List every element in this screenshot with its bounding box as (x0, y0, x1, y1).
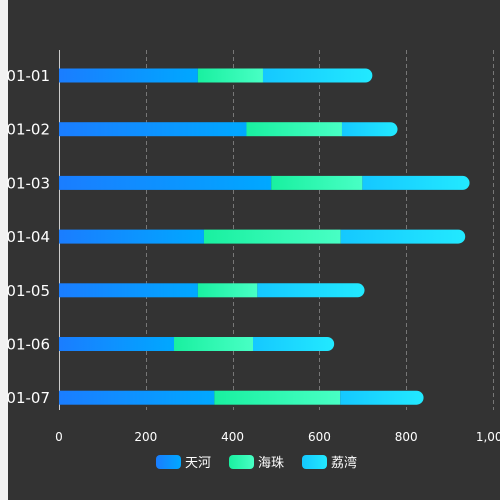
legend-item-2[interactable]: 荔湾 (302, 455, 357, 471)
bar-01-05-series-2[interactable] (257, 283, 365, 298)
bar-01-06-series-0[interactable] (59, 337, 175, 351)
x-axis-tick-label: 200 (134, 430, 157, 444)
bar-01-06-series-2[interactable] (252, 337, 335, 351)
x-axis-tick-label: 0 (55, 430, 63, 444)
bar-01-05-series-1[interactable] (197, 283, 258, 298)
y-axis-label: 01-04 (6, 228, 50, 246)
legend-swatch (302, 455, 327, 469)
x-axis-labels: 0 200 400 600 800 1,000 (55, 430, 500, 444)
bar-01-04-series-0[interactable] (59, 229, 204, 244)
bar-01-03-series-1[interactable] (271, 175, 363, 190)
bar-01-03-series-0[interactable] (59, 175, 272, 190)
bar-01-05-series-0[interactable] (59, 283, 198, 298)
bar-01-07-series-0[interactable] (59, 390, 215, 405)
y-axis-labels: 01-01 01-02 01-03 01-04 01-05 01-06 01-07 (6, 67, 50, 407)
x-axis-tick-label: 1,000 (476, 430, 500, 444)
bar-01-03-series-2[interactable] (362, 175, 470, 190)
legend-item-1[interactable]: 海珠 (229, 455, 284, 471)
y-axis-label: 01-01 (6, 67, 50, 85)
bar-01-06-series-1[interactable] (174, 337, 253, 351)
bar-layer (59, 68, 470, 405)
bar-01-01-series-1[interactable] (197, 68, 263, 83)
y-axis-label: 01-03 (6, 174, 50, 192)
grid-layer (146, 50, 494, 410)
bar-01-07-series-2[interactable] (340, 390, 424, 405)
bar-01-02-series-0[interactable] (59, 122, 247, 137)
x-axis-tick-label: 400 (221, 430, 244, 444)
legend-swatch (229, 455, 254, 469)
legend-label: 海珠 (258, 456, 284, 471)
bar-01-01-series-0[interactable] (59, 68, 198, 83)
legend-swatch (156, 455, 181, 469)
legend-label: 天河 (185, 456, 211, 471)
legend[interactable]: 天河 海珠 荔湾 (156, 455, 357, 471)
y-axis-label: 01-02 (6, 121, 50, 139)
y-axis-label: 01-05 (6, 282, 50, 300)
bar-01-02-series-2[interactable] (341, 122, 398, 137)
bar-01-02-series-1[interactable] (246, 122, 342, 137)
bar-01-04-series-1[interactable] (203, 229, 341, 244)
bar-01-04-series-2[interactable] (340, 229, 466, 244)
bar-01-07-series-1[interactable] (214, 390, 341, 405)
left-edge-strip (0, 0, 8, 500)
x-axis-tick-label: 800 (395, 430, 418, 444)
y-axis-label: 01-06 (6, 336, 50, 354)
legend-item-0[interactable]: 天河 (156, 455, 211, 471)
bar-01-01-series-2[interactable] (262, 68, 373, 83)
legend-label: 荔湾 (331, 455, 357, 471)
x-axis-tick-label: 600 (308, 430, 331, 444)
y-axis-label: 01-07 (6, 389, 50, 407)
